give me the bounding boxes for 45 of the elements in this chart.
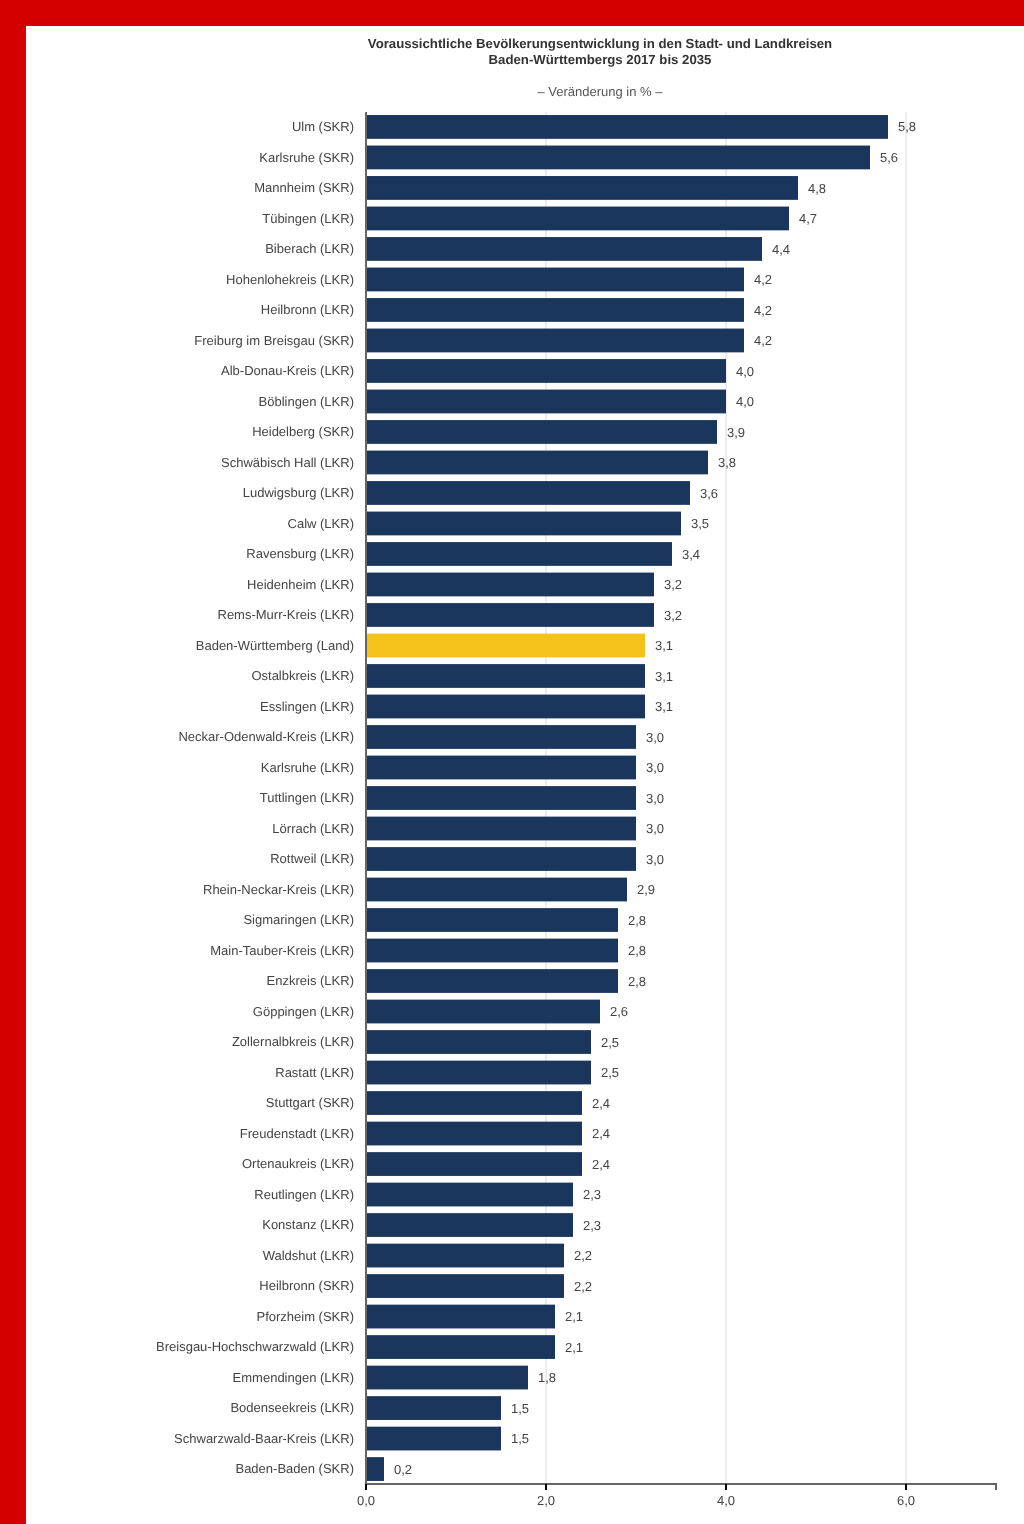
bar — [366, 1213, 573, 1237]
bar — [366, 1274, 564, 1298]
bar — [366, 1030, 591, 1054]
bar — [366, 664, 645, 688]
bar — [366, 1182, 573, 1207]
bar — [366, 206, 789, 231]
bar — [366, 511, 681, 536]
bar — [366, 1457, 384, 1481]
bar — [366, 542, 672, 566]
bar — [366, 176, 798, 200]
bar — [366, 237, 762, 261]
bar — [366, 450, 708, 475]
bar — [366, 1304, 555, 1329]
bar — [366, 1121, 582, 1146]
bar — [366, 420, 717, 444]
bar — [366, 1152, 582, 1176]
bar — [366, 1335, 555, 1359]
bar — [366, 328, 744, 353]
bar — [366, 1365, 528, 1390]
bar — [366, 359, 726, 383]
bar — [366, 1091, 582, 1115]
bar — [366, 877, 627, 902]
bar — [366, 145, 870, 170]
bar — [366, 938, 618, 963]
bar — [366, 755, 636, 780]
bar — [366, 481, 690, 505]
bar — [366, 115, 888, 139]
bar — [366, 999, 600, 1024]
bar — [366, 847, 636, 871]
bar — [366, 725, 636, 749]
bar — [366, 603, 654, 627]
bar — [366, 1060, 591, 1085]
bar — [366, 633, 645, 658]
bar — [366, 267, 744, 292]
bar — [366, 1243, 564, 1268]
bar — [366, 908, 618, 932]
bar — [366, 694, 645, 719]
bar — [366, 389, 726, 414]
bar — [366, 969, 618, 993]
bar — [366, 1426, 501, 1451]
bar — [366, 572, 654, 597]
bar — [366, 298, 744, 322]
bar — [366, 1396, 501, 1420]
bar — [366, 786, 636, 810]
bar — [366, 816, 636, 841]
